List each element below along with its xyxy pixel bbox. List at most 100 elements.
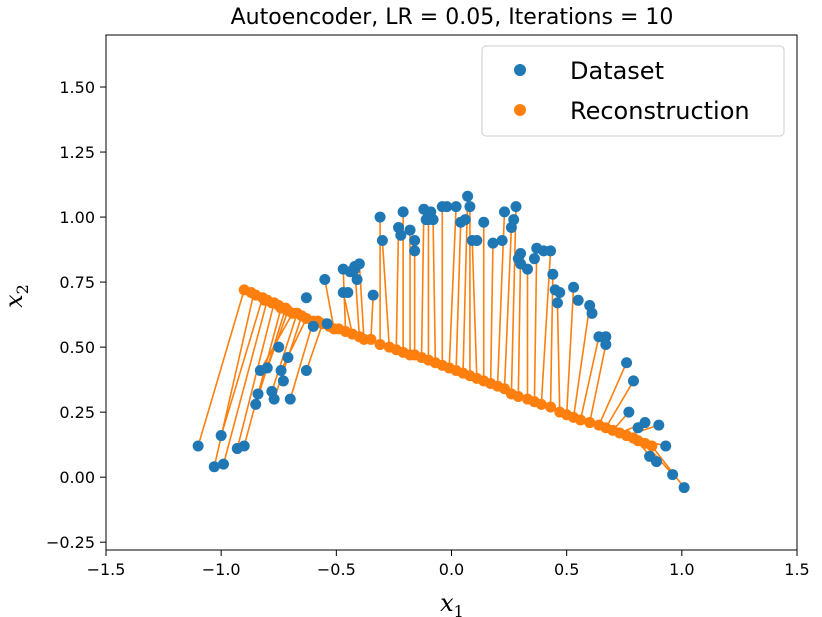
reconstruction-point <box>535 398 547 410</box>
dataset-point <box>464 201 476 213</box>
dataset-point <box>261 362 273 374</box>
dataset-point <box>307 320 319 332</box>
reconstruction-point <box>646 440 658 452</box>
dataset-point <box>471 234 483 246</box>
x-axis-label: x1 <box>440 589 464 617</box>
dataset-point <box>639 417 651 429</box>
dataset-point <box>515 247 527 259</box>
dataset-point <box>192 440 204 452</box>
connector-line <box>381 240 391 348</box>
dataset-point <box>478 216 490 228</box>
dataset-point <box>284 393 296 405</box>
connector-line <box>257 310 289 395</box>
legend-reconstruction-label: Reconstruction <box>570 97 750 125</box>
dataset-point <box>351 273 363 285</box>
connector-line <box>471 240 478 379</box>
dataset-point <box>342 287 354 298</box>
dataset-point <box>522 263 534 275</box>
connector-line <box>517 253 522 397</box>
connector-line <box>489 243 494 384</box>
y-tick-label: 1.25 <box>59 143 95 162</box>
dataset-point <box>353 258 365 270</box>
y-tick-label: 1.50 <box>59 78 95 97</box>
dataset-point <box>319 273 331 285</box>
connector-line <box>220 297 264 436</box>
dataset-point <box>282 352 294 364</box>
dataset-point <box>273 341 285 353</box>
connector-line <box>448 206 457 368</box>
dataset-point <box>621 357 633 369</box>
connector-line <box>565 287 575 415</box>
dataset-point <box>627 375 639 387</box>
dataset-point <box>459 214 471 226</box>
connector-line <box>556 302 561 413</box>
dataset-point <box>374 211 386 223</box>
dataset-point <box>528 253 540 265</box>
connector-line <box>370 295 374 340</box>
dataset-point <box>554 287 566 298</box>
dataset-point <box>487 237 499 249</box>
reconstruction-point <box>374 339 386 351</box>
connector-line <box>510 206 517 394</box>
dataset-point <box>450 201 462 213</box>
connector-line <box>455 222 462 371</box>
dataset-point <box>367 289 379 301</box>
x-axis-ticks: −1.5 −1.0 −0.5 0.0 0.5 1.0 1.5 <box>87 550 810 579</box>
dataset-point <box>238 440 250 452</box>
dataset-point <box>427 214 439 226</box>
dataset-point <box>300 292 312 304</box>
y-tick-label: 1.00 <box>59 208 95 227</box>
dataset-point <box>217 458 229 470</box>
connector-line <box>549 274 554 407</box>
x-tick-label: 1.0 <box>669 560 694 579</box>
legend-dataset-marker <box>514 64 526 76</box>
dataset-point <box>496 234 508 246</box>
connector-line <box>432 219 437 363</box>
dataset-point <box>572 294 584 306</box>
connector-line <box>243 307 282 447</box>
dataset-point <box>667 469 679 481</box>
dataset-point <box>409 245 421 257</box>
dataset-point <box>545 245 557 257</box>
dataset-point <box>653 419 665 431</box>
legend: Dataset Reconstruction <box>481 45 785 137</box>
dataset-points <box>192 190 690 494</box>
x-tick-label: −1.5 <box>87 560 126 579</box>
x-tick-label: 0.0 <box>439 560 464 579</box>
dataset-point <box>547 268 559 280</box>
dataset-point <box>277 375 289 387</box>
dataset-point <box>650 456 662 468</box>
dataset-point <box>678 482 690 494</box>
connector-line <box>572 305 591 418</box>
reconstruction-point <box>574 414 586 426</box>
x-tick-label: 0.5 <box>554 560 579 579</box>
dataset-point <box>508 214 520 226</box>
dataset-point <box>321 318 333 330</box>
dataset-point <box>397 206 409 218</box>
connector-line <box>197 289 245 447</box>
legend-dataset-label: Dataset <box>570 57 664 85</box>
dataset-point <box>275 365 287 377</box>
dataset-point <box>600 331 612 343</box>
dataset-point <box>268 393 280 405</box>
connector-line <box>289 320 315 400</box>
reconstruction-points <box>238 284 658 452</box>
connector-line <box>342 292 354 335</box>
dataset-point <box>252 388 264 400</box>
connector-line <box>503 227 513 389</box>
dataset-point <box>623 406 635 418</box>
dataset-point <box>376 234 388 246</box>
dataset-point <box>208 461 220 473</box>
connector-line <box>236 302 275 449</box>
y-tick-label: 0.75 <box>59 273 95 292</box>
reconstruction-connectors <box>197 196 685 489</box>
reconstruction-point <box>584 417 596 429</box>
connector-line <box>324 279 335 330</box>
connector-line <box>305 323 324 371</box>
dataset-point <box>404 224 416 236</box>
x-tick-label: −1.0 <box>202 560 241 579</box>
connector-line <box>462 196 469 374</box>
connector-line <box>420 209 425 358</box>
connector-line <box>395 227 400 350</box>
